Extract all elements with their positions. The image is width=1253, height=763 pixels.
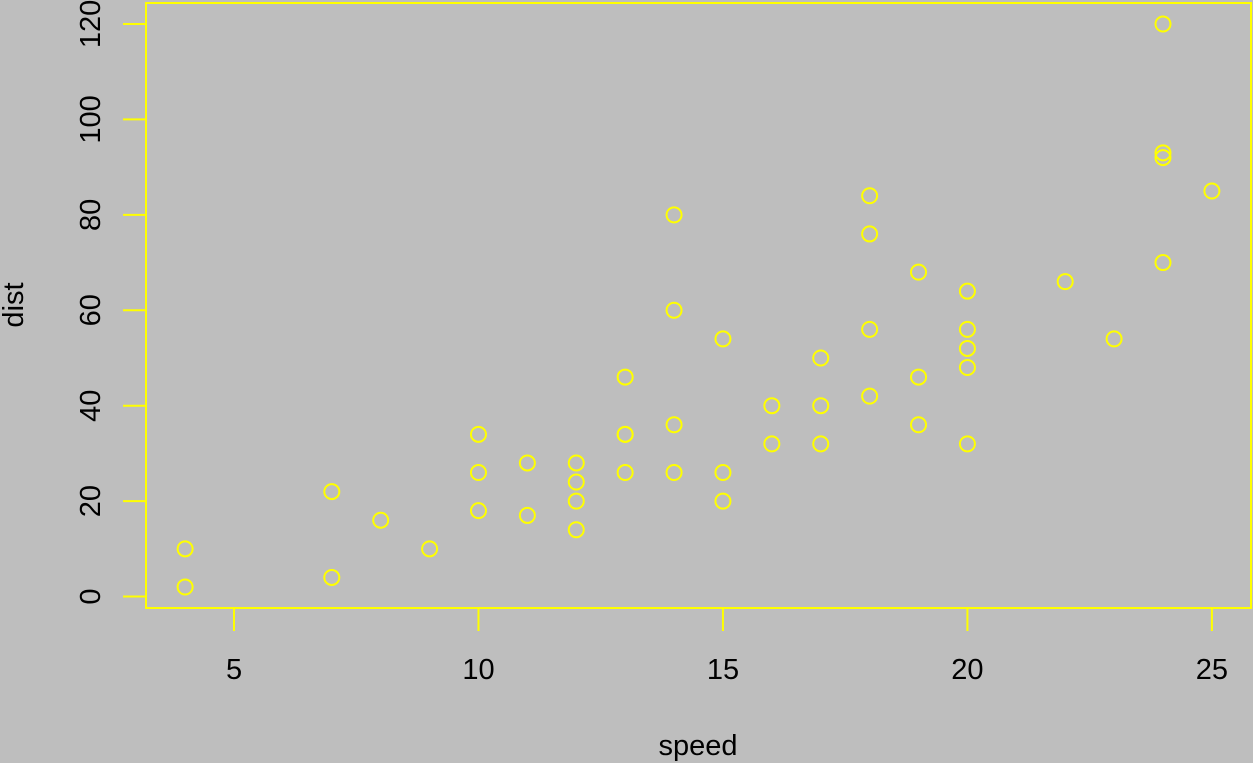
x-tick-label: 20 bbox=[951, 654, 983, 686]
data-point bbox=[469, 425, 487, 443]
data-point bbox=[469, 502, 487, 520]
data-point bbox=[958, 435, 976, 453]
data-point bbox=[1105, 330, 1123, 348]
data-point bbox=[812, 435, 830, 453]
data-point bbox=[1154, 254, 1172, 272]
y-tick-label: 40 bbox=[75, 390, 107, 422]
data-point bbox=[1154, 149, 1172, 167]
data-point bbox=[910, 416, 928, 434]
data-point bbox=[616, 368, 634, 386]
data-point bbox=[665, 463, 683, 481]
data-point bbox=[323, 483, 341, 501]
data-point bbox=[763, 397, 781, 415]
x-axis: 5 10 15 20 25 bbox=[226, 607, 1228, 686]
y-axis-label: dist bbox=[0, 282, 30, 327]
data-point bbox=[958, 282, 976, 300]
data-point bbox=[665, 301, 683, 319]
data-point bbox=[861, 187, 879, 205]
data-point bbox=[714, 463, 732, 481]
data-point bbox=[616, 425, 634, 443]
data-point bbox=[421, 540, 439, 558]
data-point bbox=[567, 454, 585, 472]
data-point bbox=[861, 320, 879, 338]
plot-frame bbox=[145, 2, 1252, 609]
data-point bbox=[958, 359, 976, 377]
data-point bbox=[812, 397, 830, 415]
data-point bbox=[910, 263, 928, 281]
data-point bbox=[910, 368, 928, 386]
y-tick-label: 0 bbox=[75, 588, 107, 604]
data-point bbox=[323, 568, 341, 586]
data-point bbox=[714, 330, 732, 348]
data-point bbox=[616, 463, 634, 481]
x-axis-label: speed bbox=[658, 730, 737, 762]
data-point bbox=[665, 206, 683, 224]
data-point bbox=[1154, 15, 1172, 33]
y-tick-label: 100 bbox=[75, 95, 107, 143]
data-point bbox=[714, 492, 732, 510]
data-point bbox=[1154, 144, 1172, 162]
data-point bbox=[861, 225, 879, 243]
y-tick-label: 120 bbox=[75, 0, 107, 48]
data-point bbox=[763, 435, 781, 453]
data-point bbox=[176, 540, 194, 558]
data-point bbox=[1056, 273, 1074, 291]
y-tick-label: 60 bbox=[75, 294, 107, 326]
data-point bbox=[567, 492, 585, 510]
data-points bbox=[176, 15, 1221, 596]
x-tick-label: 15 bbox=[707, 654, 739, 686]
data-point bbox=[812, 349, 830, 367]
data-point bbox=[958, 320, 976, 338]
data-point bbox=[469, 463, 487, 481]
y-tick-label: 80 bbox=[75, 199, 107, 231]
y-axis: 0 20 40 60 80 100 120 bbox=[75, 0, 147, 605]
data-point bbox=[861, 387, 879, 405]
data-point bbox=[518, 454, 536, 472]
y-tick-label: 20 bbox=[75, 485, 107, 517]
data-point bbox=[567, 473, 585, 491]
data-point bbox=[518, 506, 536, 524]
data-point bbox=[958, 339, 976, 357]
data-point bbox=[1203, 182, 1221, 200]
data-point bbox=[567, 521, 585, 539]
x-tick-label: 25 bbox=[1196, 654, 1228, 686]
x-tick-label: 10 bbox=[462, 654, 494, 686]
data-point bbox=[372, 511, 390, 529]
data-point bbox=[176, 578, 194, 596]
x-tick-label: 5 bbox=[226, 654, 242, 686]
data-point bbox=[665, 416, 683, 434]
